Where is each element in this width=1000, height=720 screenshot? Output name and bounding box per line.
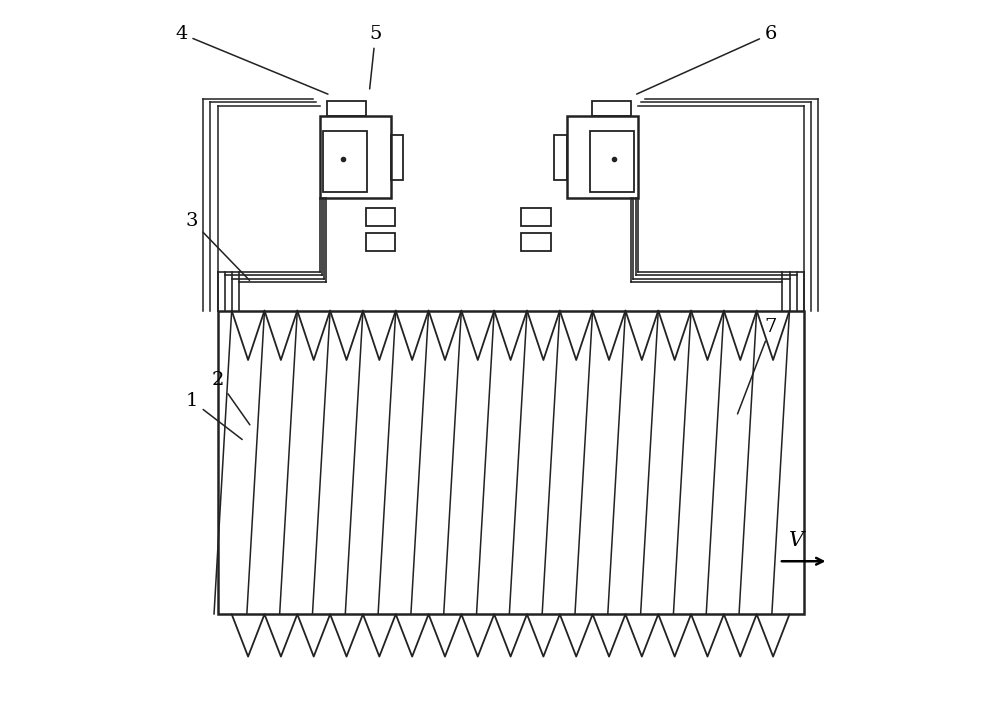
Bar bbox=[366, 208, 395, 226]
Bar bbox=[327, 101, 366, 117]
Text: V: V bbox=[789, 531, 804, 549]
Text: 1: 1 bbox=[186, 392, 242, 439]
Bar bbox=[592, 101, 631, 117]
Bar bbox=[323, 131, 367, 192]
Bar bbox=[521, 208, 551, 226]
Bar bbox=[554, 135, 567, 180]
Bar bbox=[366, 233, 395, 251]
Bar bbox=[218, 310, 804, 614]
Bar bbox=[567, 117, 638, 197]
Text: 3: 3 bbox=[186, 212, 250, 280]
Text: 2: 2 bbox=[212, 371, 250, 425]
Text: 5: 5 bbox=[369, 24, 382, 89]
Bar bbox=[391, 135, 403, 180]
Text: 7: 7 bbox=[738, 318, 777, 414]
Text: 6: 6 bbox=[637, 24, 777, 94]
Bar bbox=[590, 131, 634, 192]
Bar bbox=[320, 117, 391, 197]
Bar bbox=[521, 233, 551, 251]
Text: 4: 4 bbox=[175, 24, 328, 94]
